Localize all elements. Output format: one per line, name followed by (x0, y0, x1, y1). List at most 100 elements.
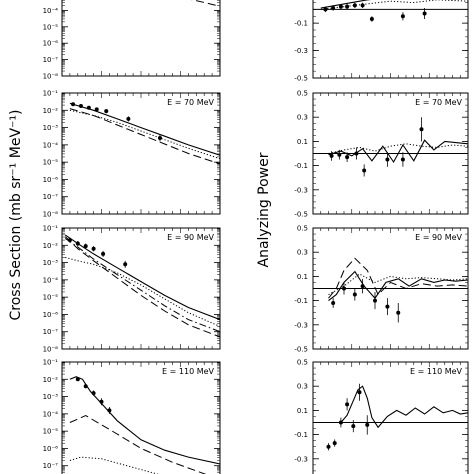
ap-110-data-point (351, 424, 356, 429)
ap-90-ytick-label: 0.5 (297, 225, 308, 233)
cs-90-ytick-label: 10⁻⁶ (43, 311, 59, 319)
cs-70-frame (61, 92, 221, 215)
cs-110-data-point (75, 377, 80, 382)
ap-70-data-point (362, 168, 367, 173)
ap-90-data-point (342, 286, 346, 291)
ap-70-ytick-label: 0.5 (297, 90, 308, 98)
cs-90-data-point (67, 238, 72, 243)
cs-110-plot-area (69, 376, 220, 474)
cs-70-data-point (157, 135, 162, 140)
cs-top-series-long-dash (191, 0, 220, 7)
cs-70-data-point (104, 109, 109, 114)
ap-110-energy-label: E = 110 MeV (410, 367, 462, 376)
cs-110-data-point (91, 391, 96, 396)
ap-110-ytick-label: 0.1 (297, 407, 308, 415)
ap-110-data-point (332, 441, 337, 446)
cs-top-panel: 10⁻³10⁻⁴10⁻⁵10⁻⁶10⁻⁷10⁻⁸ (43, 0, 221, 81)
cs-top-ytick-label: 10⁻⁵ (43, 23, 59, 31)
ap-110-data-point (326, 444, 331, 449)
ap-top-data-point (345, 4, 350, 9)
ap-90-data-point (396, 310, 401, 315)
ap-70-energy-label: E = 70 MeV (415, 98, 462, 107)
cs-110-data-point (107, 408, 112, 413)
cs-90-ytick-label: 10⁻⁸ (43, 346, 59, 354)
cs-90-series-dash-dot (64, 237, 220, 333)
cs-110-panel: 10⁻¹10⁻²10⁻³10⁻⁴10⁻⁵10⁻⁶10⁻⁷10⁻⁸E = 110 … (43, 359, 221, 474)
cs-70-ytick-label: 10⁻⁵ (43, 159, 59, 167)
ap-top-data-point (338, 4, 343, 9)
ap-70-ytick-label: 0.3 (297, 114, 308, 122)
ap-70-series-solid (328, 139, 468, 164)
ap-90-ytick-label: -0.1 (294, 297, 308, 305)
ap-110-panel: 0.50.30.1-0.1-0.3-0.5E = 110 MeV (294, 359, 469, 474)
cs-90-panel: 10⁻¹ 10⁻² 10⁻³ 10⁻⁴ 10⁻⁵ 10⁻⁶ 10⁻⁷ 10⁻⁸ E = 90 M… (43, 225, 221, 354)
ap-90-data-point (373, 298, 377, 303)
cs-110-series-dotted (69, 456, 159, 474)
cs-70-panel: 10⁻¹ 10⁻² 10⁻³ 10⁻⁴ 10⁻⁵ 10⁻⁶ 10⁻⁷ 10⁻⁸ E = 70 M… (43, 90, 221, 219)
ap-110-series-solid (340, 385, 468, 429)
ap-70-panel: 0.5 0.3 0.1 -0.1 -0.3 -0.5 E = 70 MeV (294, 90, 469, 219)
ap-top-ytick-label: -0.1 (294, 20, 308, 28)
ap-top-series-dotted (320, 0, 468, 10)
ap-90-plot-area (328, 257, 468, 323)
ap-90-data-point (360, 284, 365, 289)
cs-70-series-long-dash (69, 108, 220, 165)
cs-90-series-dotted (65, 256, 220, 327)
ap-90-series-long-dash (328, 257, 468, 299)
cs-top-ytick-label: 10⁻⁷ (43, 56, 59, 64)
cs-90-plot-area (64, 234, 220, 338)
cs-90-ytick-label: 10⁻⁵ (43, 294, 59, 302)
ap-top-data-point (400, 14, 405, 19)
cs-70-data-point (71, 102, 76, 107)
cs-70-data-point (78, 103, 83, 108)
cs-110-ytick-label: 10⁻⁷ (43, 462, 59, 470)
ap-110-ytick-label: -0.3 (294, 455, 308, 463)
ap-top-data-point (422, 11, 427, 16)
cs-top-plot-area (191, 0, 220, 7)
ap-70-ytick-label: 0.1 (297, 138, 308, 146)
ap-70-plot-area (328, 117, 468, 177)
cs-110-ytick-label: 10⁻² (43, 376, 59, 384)
ap-90-data-point (331, 301, 336, 306)
cs-70-data-point (86, 105, 91, 110)
ap-top-frame (312, 0, 469, 79)
cs-90-energy-label: E = 90 MeV (167, 233, 214, 242)
ap-110-plot-area (326, 383, 468, 451)
cs-70-data-point (126, 116, 131, 121)
analyzing-power-axis-label: Analyzing Power (256, 152, 272, 267)
cs-90-ytick-label: 10⁻⁴ (43, 276, 59, 284)
cs-110-energy-label: E = 110 MeV (162, 367, 214, 376)
ap-110-data-point (365, 422, 370, 427)
ap-90-ytick-label: 0.3 (297, 249, 308, 257)
cs-110-ytick-label: 10⁻⁶ (43, 445, 59, 453)
ap-110-ytick-label: 0.3 (297, 383, 308, 391)
cs-top-ytick-label: 10⁻⁶ (43, 40, 59, 48)
ap-70-data-point (354, 151, 359, 156)
cs-70-ytick-label: 10⁻⁸ (43, 211, 59, 219)
ap-90-data-point (385, 304, 390, 309)
ap-top-data-point (352, 3, 357, 8)
cs-90-ytick-label: 10⁻¹ (43, 225, 59, 233)
ap-70-ytick-label: -0.3 (294, 186, 308, 194)
cs-90-ytick-label: 10⁻² (43, 242, 59, 250)
ap-90-series-solid (328, 270, 468, 302)
ap-70-data-point (337, 152, 342, 157)
ap-110-ytick-label: 0.5 (297, 359, 308, 367)
ap-top-data-point (331, 6, 336, 11)
cs-110-series-long-dash (69, 415, 207, 474)
ap-top-ytick-label: -0.5 (294, 75, 308, 83)
cs-90-data-point (123, 262, 128, 267)
ap-110-frame (312, 361, 469, 474)
cs-70-ytick-label: 10⁻² (43, 107, 59, 115)
cs-90-series-solid (64, 234, 220, 321)
cs-70-ytick-label: 10⁻⁷ (43, 193, 59, 201)
cs-70-ytick-label: 10⁻¹ (43, 90, 59, 98)
cs-70-data-point (94, 107, 99, 112)
cs-110-data-point (83, 384, 88, 389)
ap-top-series-solid (320, 0, 372, 9)
ap-110-data-point (357, 390, 362, 395)
cs-70-ytick-label: 10⁻⁴ (43, 141, 59, 149)
cs-90-series-long-dash (64, 236, 220, 338)
cs-70-series-solid (69, 102, 220, 156)
cs-110-ytick-label: 10⁻³ (43, 393, 59, 401)
